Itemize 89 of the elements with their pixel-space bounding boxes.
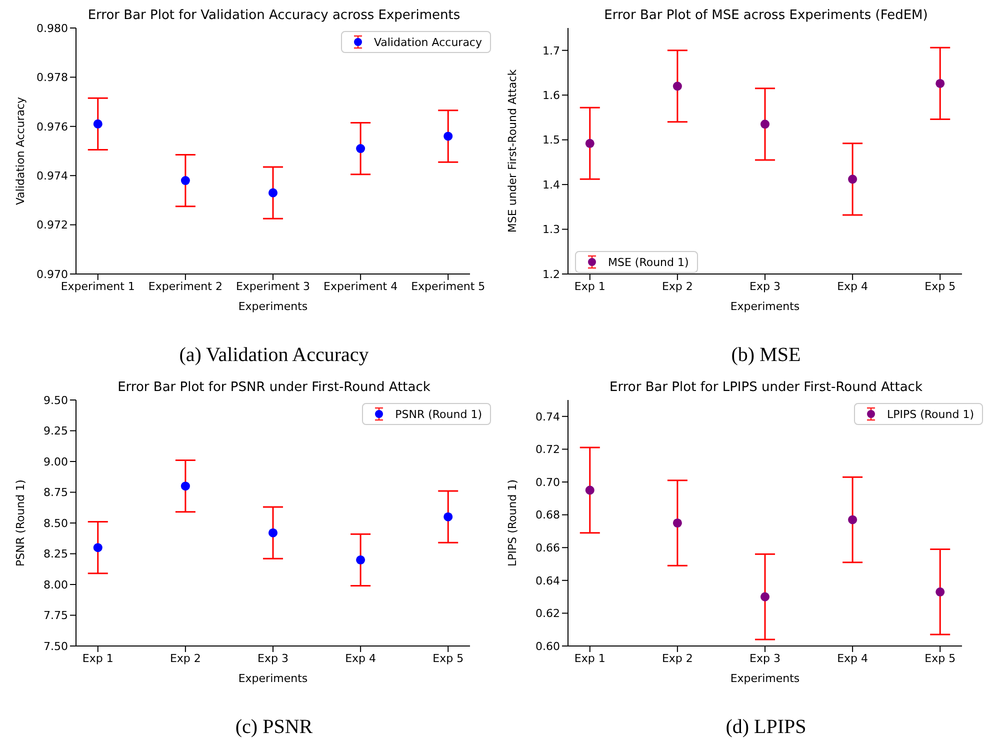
- point: [585, 138, 594, 148]
- x-tick-label: Experiment 4: [324, 280, 398, 293]
- y-tick-label: 1.2: [542, 268, 560, 281]
- x-tick-label: Exp 5: [924, 652, 956, 665]
- x-tick-label: Experiment 5: [411, 280, 486, 293]
- point: [356, 144, 366, 154]
- point: [672, 518, 682, 528]
- y-axis-title: Validation Accuracy: [14, 96, 27, 206]
- text: MSE (Round 1): [608, 256, 689, 268]
- y-tick-label: 1.6: [542, 88, 560, 102]
- x-tick-label: Exp 3: [258, 652, 288, 665]
- text: (a) Validation Accuracy: [178, 344, 370, 367]
- y-tick-label: 0.64: [536, 574, 560, 588]
- point: [268, 528, 278, 538]
- y-tick-label: 8.50: [44, 516, 68, 530]
- x-axis-title: Experiments: [730, 672, 800, 685]
- y-tick-label: 0.980: [36, 22, 68, 35]
- point: [760, 120, 770, 129]
- x-tick-label: Exp 3: [750, 280, 780, 293]
- point: [760, 592, 770, 602]
- chart-title: Error Bar Plot for Validation Accuracy across Experiments: [88, 8, 460, 23]
- x-tick-label: Exp 4: [837, 652, 868, 665]
- y-tick-label: 0.68: [536, 508, 560, 522]
- x-tick-label: Exp 2: [170, 652, 201, 665]
- x-tick-label: Exp 4: [837, 280, 868, 293]
- point: [848, 174, 858, 184]
- text: PSNR (Round 1): [395, 408, 482, 420]
- y-tick-label: 0.72: [536, 443, 560, 456]
- x-tick-label: Exp 5: [432, 652, 464, 665]
- x-tick-label: Exp 3: [750, 652, 780, 665]
- y-tick-label: 0.974: [36, 170, 68, 183]
- point: [93, 119, 102, 128]
- x-tick-label: Exp 2: [662, 280, 693, 293]
- point: [936, 587, 945, 596]
- y-axis-title: PSNR (Round 1): [14, 480, 27, 566]
- chart-title: Error Bar Plot for PSNR under First-Round Attack: [118, 380, 430, 395]
- text: LPIPS (Round 1): [886, 408, 974, 420]
- y-tick-label: 8.75: [44, 486, 68, 500]
- text: (b) MSE: [730, 344, 802, 367]
- y-tick-label: 7.50: [44, 640, 68, 653]
- y-tick-label: 0.60: [536, 640, 560, 653]
- point: [936, 78, 945, 88]
- y-tick-label: 1.4: [542, 178, 560, 192]
- y-tick-label: 9.00: [44, 455, 68, 468]
- y-tick-label: 0.70: [536, 476, 560, 489]
- point: [672, 82, 682, 91]
- x-axis-title: Experiments: [238, 672, 308, 685]
- y-tick-label: 7.75: [44, 609, 68, 622]
- y-tick-label: 0.62: [536, 607, 560, 620]
- y-axis-title: MSE under First-Round Attack: [506, 68, 519, 233]
- chart-title: Error Bar Plot of MSE across Experiments (FedEM): [603, 8, 929, 24]
- x-tick-label: Exp 1: [574, 280, 606, 293]
- point: [356, 555, 366, 564]
- x-tick-label: Exp 1: [574, 652, 606, 665]
- y-tick-label: 9.50: [44, 394, 68, 407]
- y-tick-label: 1.7: [542, 44, 560, 58]
- y-axis-title: LPIPS (Round 1): [506, 479, 519, 567]
- x-axis-title: Experiments: [238, 300, 308, 313]
- text: (c) PSNR: [234, 716, 314, 739]
- x-tick-label: Experiment 1: [60, 280, 135, 293]
- point: [268, 188, 278, 198]
- x-tick-label: Exp 1: [82, 652, 114, 665]
- y-tick-label: 0.978: [36, 71, 68, 84]
- y-tick-label: 9.25: [44, 424, 68, 438]
- y-tick-label: 1.3: [542, 223, 560, 236]
- text: Validation Accuracy: [374, 36, 482, 48]
- y-tick-label: 8.00: [44, 578, 68, 592]
- y-tick-label: 8.25: [44, 548, 68, 561]
- y-tick-label: 0.66: [536, 542, 560, 555]
- y-tick-label: 0.970: [36, 268, 68, 281]
- y-tick-label: 0.976: [36, 120, 68, 134]
- x-tick-label: Experiment 3: [236, 280, 310, 293]
- chart-title: Error Bar Plot for LPIPS under First-Round Attack: [608, 380, 924, 396]
- text: (d) LPIPS: [724, 716, 808, 739]
- y-tick-label: 0.972: [36, 218, 68, 232]
- x-tick-label: Exp 2: [662, 652, 693, 665]
- point: [93, 543, 102, 552]
- x-tick-label: Exp 5: [924, 280, 956, 293]
- x-tick-label: Experiment 2: [148, 280, 222, 293]
- point: [444, 132, 453, 141]
- x-axis-title: Experiments: [730, 300, 800, 313]
- point: [180, 482, 190, 491]
- point: [585, 486, 594, 495]
- x-tick-label: Exp 4: [345, 652, 376, 665]
- point: [848, 515, 858, 524]
- y-tick-label: 0.74: [536, 410, 560, 424]
- point: [444, 512, 453, 522]
- y-tick-label: 1.5: [542, 134, 560, 147]
- point: [180, 176, 190, 186]
